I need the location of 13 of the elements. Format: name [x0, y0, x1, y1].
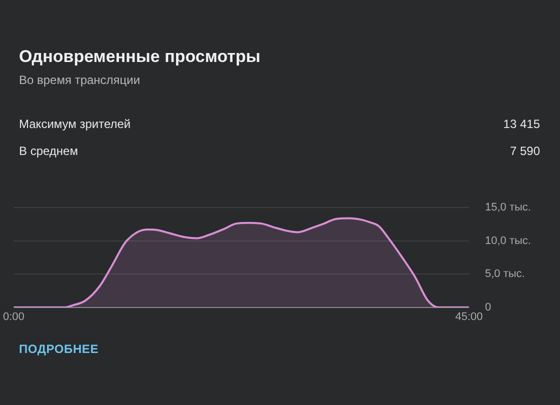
text: 7 590	[510, 144, 540, 158]
text: ПОДРОБНЕЕ	[19, 342, 99, 356]
chart-title: Одновременные просмотры	[19, 47, 260, 67]
y-tick-label: 5,0 тыс.	[485, 268, 525, 280]
text: В среднем	[19, 144, 78, 158]
y-tick-label: 10,0 тыс.	[485, 234, 531, 247]
text: Максимум зрителей	[19, 117, 131, 131]
x-tick-label: 45:00	[455, 311, 483, 324]
text: 13 415	[503, 117, 540, 131]
x-tick-label: 0:00	[2, 311, 24, 324]
chart-subtitle: Во время трансляции	[19, 73, 140, 87]
y-tick-label: 15,0 тыс.	[485, 202, 531, 214]
y-tick-label: 0	[485, 301, 492, 314]
